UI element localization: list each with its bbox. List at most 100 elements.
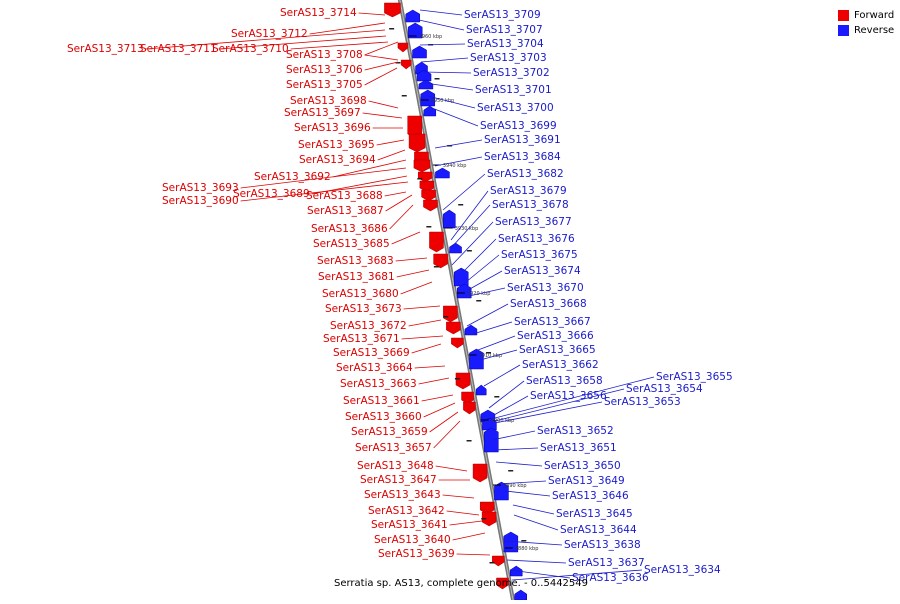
forward-gene-label: SerAS13_3697 — [284, 107, 361, 119]
reverse-label-connector — [468, 287, 506, 297]
reverse-gene-label: SerAS13_3702 — [473, 67, 550, 79]
forward-label-connector — [389, 204, 414, 230]
reverse-gene-glyph — [412, 45, 427, 59]
forward-gene-label: SerAS13_3672 — [330, 320, 407, 332]
scale-tick-label: 3940 kbp — [443, 163, 467, 169]
forward-label-connector — [411, 343, 442, 354]
forward-label-connector — [364, 61, 399, 71]
forward-gene-label: SerAS13_3708 — [286, 49, 363, 61]
reverse-gene-glyph — [407, 22, 423, 39]
reverse-label-connector — [512, 504, 555, 515]
reverse-label-connector — [493, 447, 539, 451]
reverse-label-connector — [427, 95, 476, 109]
forward-label-connector — [433, 420, 461, 449]
backbone-marker — [395, 62, 401, 64]
reverse-gene-label: SerAS13_3701 — [475, 84, 552, 96]
forward-gene-glyph — [492, 555, 505, 567]
backbone-marker — [426, 226, 432, 228]
reverse-label-connector — [419, 43, 466, 46]
forward-label-connector — [414, 365, 446, 369]
forward-label-connector — [408, 319, 442, 327]
reverse-label-connector — [493, 395, 529, 416]
scale-tick-label: 3950 kbp — [431, 98, 455, 104]
forward-gene-glyph — [400, 59, 412, 70]
reverse-gene-label: SerAS13_3658 — [526, 375, 603, 387]
forward-gene-label: SerAS13_3692 — [254, 171, 331, 183]
forward-label-connector — [218, 35, 387, 50]
forward-label-connector — [376, 139, 405, 146]
forward-label-connector — [452, 532, 486, 541]
reverse-label-connector — [431, 107, 479, 127]
forward-gene-label: SerAS13_3698 — [290, 95, 367, 107]
reverse-label-connector — [497, 480, 547, 485]
forward-gene-label: SerAS13_3690 — [162, 195, 239, 207]
forward-label-connector — [362, 112, 403, 119]
reverse-gene-glyph — [456, 283, 472, 299]
forward-label-connector — [358, 12, 386, 16]
forward-label-connector — [145, 29, 386, 50]
reverse-label-connector — [420, 57, 469, 63]
forward-gene-glyph — [463, 401, 476, 415]
forward-label-connector — [368, 100, 399, 109]
scale-tick-label: 3900 kbp — [491, 418, 515, 424]
reverse-gene-label: SerAS13_3653 — [604, 396, 681, 408]
forward-gene-label: SerAS13_3640 — [374, 534, 451, 546]
forward-gene-glyph — [384, 2, 401, 18]
reverse-gene-label: SerAS13_3684 — [484, 151, 561, 163]
forward-label-connector — [401, 335, 444, 340]
forward-gene-label: SerAS13_3712 — [231, 28, 308, 40]
reverse-gene-glyph — [423, 105, 437, 117]
forward-label-connector — [377, 149, 406, 161]
forward-gene-glyph — [451, 337, 464, 349]
reverse-label-connector — [467, 270, 503, 291]
forward-label-connector — [364, 54, 399, 61]
reverse-gene-label: SerAS13_3700 — [477, 102, 554, 114]
reverse-gene-label: SerAS13_3651 — [540, 442, 617, 454]
forward-gene-label: SerAS13_3705 — [286, 79, 363, 91]
forward-label-connector — [385, 194, 413, 212]
forward-gene-label: SerAS13_3659 — [351, 426, 428, 438]
reverse-gene-label: SerAS13_3656 — [530, 390, 607, 402]
reverse-gene-label: SerAS13_3676 — [498, 233, 575, 245]
forward-gene-label: SerAS13_3710 — [212, 43, 289, 55]
backbone-marker — [481, 518, 487, 520]
reverse-label-connector — [451, 221, 494, 266]
backbone-marker — [476, 300, 482, 302]
forward-gene-label: SerAS13_3680 — [322, 288, 399, 300]
reverse-gene-label: SerAS13_3666 — [517, 330, 594, 342]
reverse-gene-glyph — [453, 267, 469, 287]
backbone-marker — [466, 440, 472, 442]
forward-label-connector — [384, 191, 407, 197]
reverse-gene-label: SerAS13_3646 — [552, 490, 629, 502]
forward-gene-label: SerAS13_3648 — [357, 460, 434, 472]
forward-gene-label: SerAS13_3683 — [317, 255, 394, 267]
forward-label-connector — [435, 465, 468, 472]
legend-reverse-label: Reverse — [854, 25, 895, 36]
forward-label-connector — [395, 257, 428, 262]
backbone-marker — [433, 266, 439, 268]
forward-gene-label: SerAS13_3671 — [323, 333, 400, 345]
forward-gene-label: SerAS13_3664 — [336, 362, 413, 374]
reverse-label-connector — [488, 380, 525, 409]
reverse-gene-glyph — [514, 589, 527, 601]
reverse-label-connector — [494, 401, 603, 424]
reverse-gene-glyph — [482, 417, 497, 431]
forward-gene-label: SerAS13_3696 — [294, 122, 371, 134]
reverse-gene-glyph — [484, 427, 499, 453]
reverse-gene-glyph — [464, 324, 478, 336]
reverse-gene-label: SerAS13_3703 — [470, 52, 547, 64]
reverse-gene-glyph — [469, 348, 484, 370]
forward-gene-glyph — [408, 133, 426, 153]
legend: Forward Reverse — [838, 8, 894, 38]
reverse-label-connector — [479, 349, 518, 361]
reverse-label-connector — [494, 376, 655, 419]
reverse-gene-label: SerAS13_3675 — [501, 249, 578, 261]
forward-gene-glyph — [397, 42, 409, 53]
forward-label-connector — [418, 377, 450, 385]
forward-gene-label: SerAS13_3660 — [345, 411, 422, 423]
forward-gene-label: SerAS13_3639 — [378, 548, 455, 560]
backbone-marker — [434, 78, 440, 80]
reverse-label-connector — [483, 364, 521, 387]
forward-gene-label: SerAS13_3681 — [318, 271, 395, 283]
